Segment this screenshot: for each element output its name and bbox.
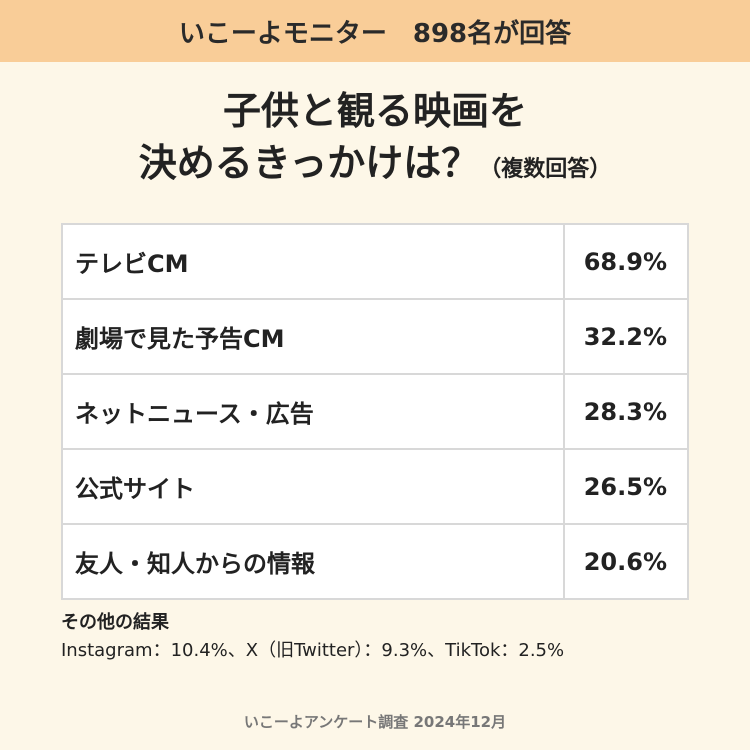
row-label: ネットニュース・広告 — [63, 375, 565, 448]
title-line-1: 子供と観る映画を — [222, 89, 527, 133]
table-row: テレビCM 68.9% — [63, 225, 687, 300]
title-note: （複数回答） — [479, 157, 612, 182]
row-label: 劇場で見た予告CM — [63, 300, 565, 373]
table-row: 友人・知人からの情報 20.6% — [63, 525, 687, 598]
row-value: 32.2% — [583, 322, 667, 351]
row-value: 26.5% — [583, 472, 667, 501]
results-table: テレビCM 68.9% 劇場で見た予告CM 32.2% ネットニュース・広告 2… — [61, 223, 689, 600]
row-value: 28.3% — [583, 397, 667, 426]
row-value: 68.9% — [583, 247, 667, 276]
header-banner: いこーよモニター 898名が回答 — [0, 0, 750, 62]
row-label: 公式サイト — [63, 450, 565, 523]
table-row: 劇場で見た予告CM 32.2% — [63, 300, 687, 375]
banner-text: いこーよモニター 898名が回答 — [178, 18, 572, 49]
table-row: 公式サイト 26.5% — [63, 450, 687, 525]
row-label: 友人・知人からの情報 — [63, 525, 565, 598]
table-row: ネットニュース・広告 28.3% — [63, 375, 687, 450]
other-results-heading: その他の結果 — [61, 612, 169, 633]
page-title: 子供と観る映画を 決めるきっかけは？（複数回答） — [0, 85, 750, 196]
row-label: テレビCM — [63, 225, 565, 298]
source-note: いこーよアンケート調査 2024年12月 — [243, 713, 507, 731]
title-line-2: 決めるきっかけは？（複数回答） — [0, 137, 750, 196]
row-value: 20.6% — [583, 547, 667, 576]
other-results-text: Instagram：10.4%、X（旧Twitter）：9.3%、TikTok：… — [61, 640, 565, 661]
title-line-2-text: 決めるきっかけは？ — [138, 141, 480, 185]
